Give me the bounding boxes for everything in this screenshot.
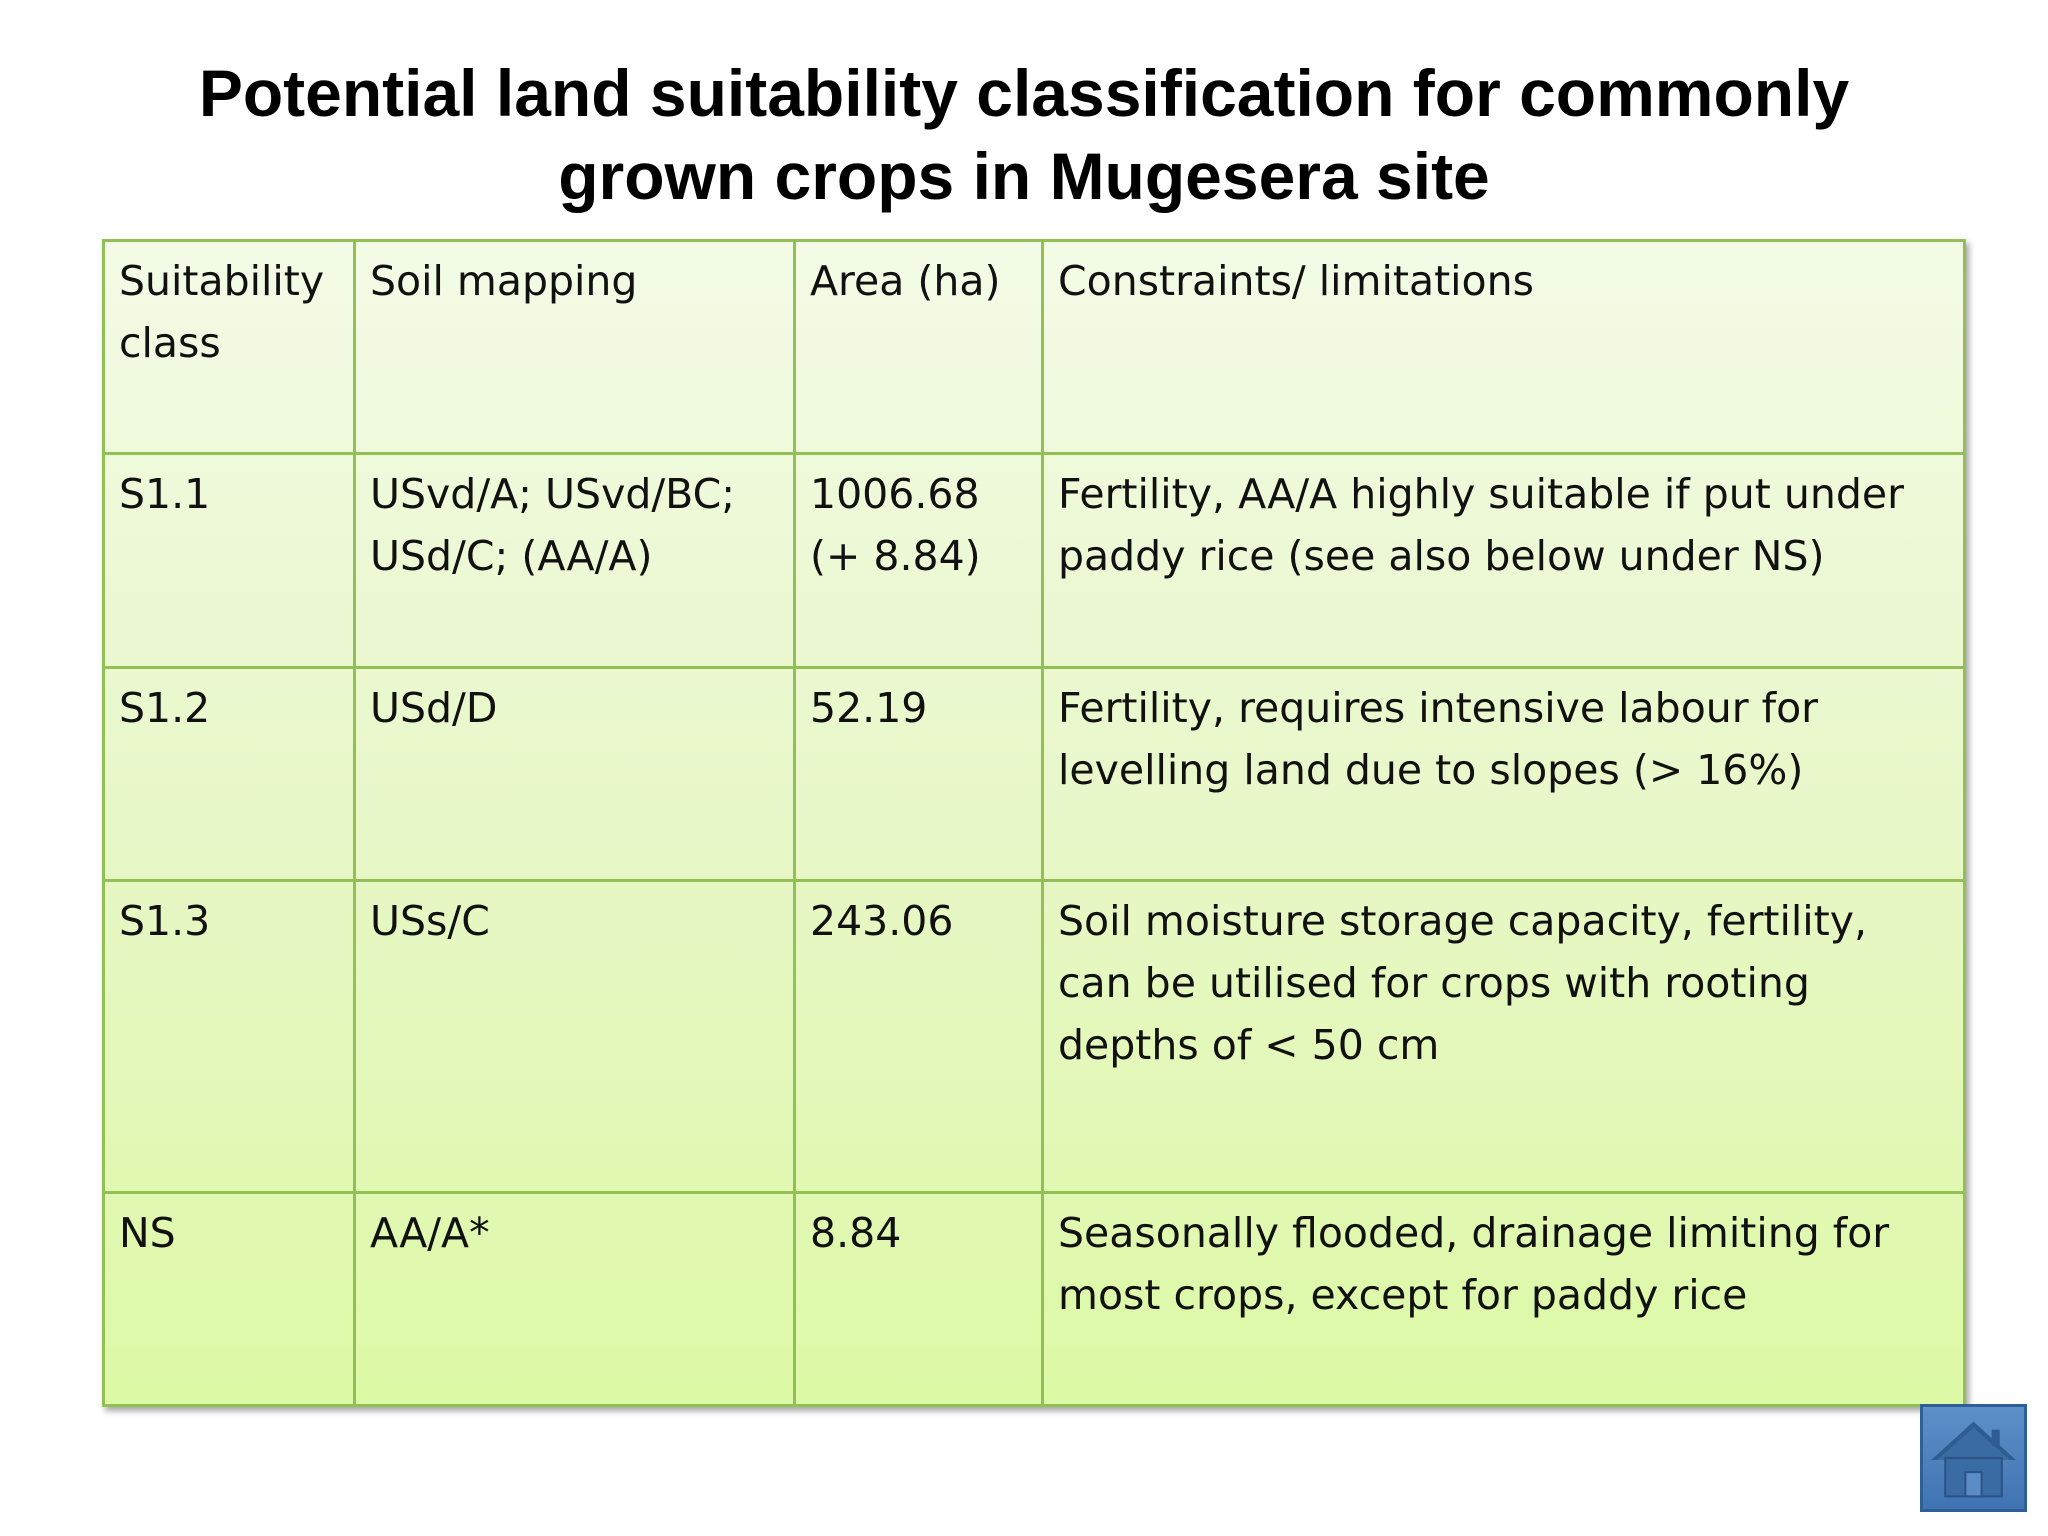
table-row: NS AA/A* 8.84 Seasonally flooded, draina… [102, 1190, 1966, 1408]
slide-title: Potential land suitability classificatio… [0, 52, 2048, 218]
table-row: S1.3 USs/C 243.06 Soil moisture storage … [102, 879, 1966, 1194]
home-icon [1931, 1421, 2016, 1498]
table-row: S1.1 USvd/A; USvd/BC; USd/C; (AA/A) 1006… [102, 452, 1966, 669]
cell-suitability-class: S1.2 [102, 665, 356, 883]
table-row: S1.2 USd/D 52.19 Fertility, requires int… [102, 665, 1966, 883]
cell-soil-mapping: AA/A* [353, 1190, 796, 1408]
cell-soil-mapping: USs/C [353, 879, 796, 1194]
cell-suitability-class: S1.1 [102, 452, 356, 669]
home-button[interactable] [1920, 1404, 2027, 1512]
header-suitability-class: Suitability class [102, 238, 356, 456]
slide-title-line-2: grown crops in Mugesera site [558, 139, 1490, 213]
cell-area: 1006.68 (+ 8.84) [793, 452, 1044, 669]
cell-area: 52.19 [793, 665, 1044, 883]
slide-title-line-1: Potential land suitability classificatio… [198, 56, 1850, 130]
table-header-row: Suitability class Soil mapping Area (ha)… [102, 238, 1966, 456]
cell-constraints: Fertility, AA/A highly suitable if put u… [1041, 452, 1966, 669]
cell-constraints: Seasonally flooded, drainage limiting fo… [1041, 1190, 1966, 1408]
cell-area: 8.84 [793, 1190, 1044, 1408]
header-area: Area (ha) [793, 238, 1044, 456]
suitability-table: Suitability class Soil mapping Area (ha)… [102, 238, 1966, 1408]
cell-soil-mapping: USd/D [353, 665, 796, 883]
header-soil-mapping: Soil mapping [353, 238, 796, 456]
cell-suitability-class: NS [102, 1190, 356, 1408]
cell-area: 243.06 [793, 879, 1044, 1194]
cell-constraints: Fertility, requires intensive labour for… [1041, 665, 1966, 883]
cell-suitability-class: S1.3 [102, 879, 356, 1194]
suitability-table-container: Suitability class Soil mapping Area (ha)… [102, 238, 1966, 1408]
cell-constraints: Soil moisture storage capacity, fertilit… [1041, 879, 1966, 1194]
header-constraints: Constraints/ limitations [1041, 238, 1966, 456]
cell-soil-mapping: USvd/A; USvd/BC; USd/C; (AA/A) [353, 452, 796, 669]
